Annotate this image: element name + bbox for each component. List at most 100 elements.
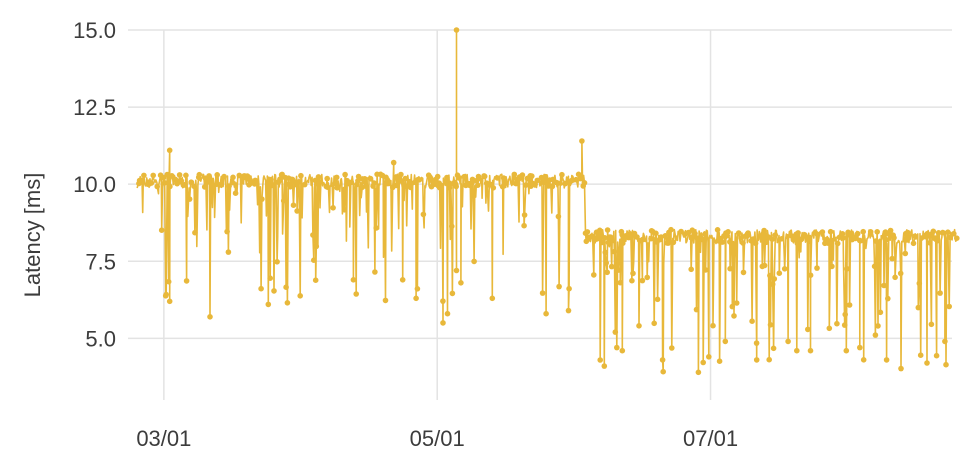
data-point [605, 239, 612, 246]
data-point [827, 228, 834, 235]
data-point [334, 185, 340, 191]
data-point [659, 357, 666, 363]
data-point [871, 263, 878, 270]
data-point [367, 175, 374, 182]
data-point [453, 267, 460, 274]
data-point [658, 234, 664, 240]
data-point [644, 274, 650, 281]
data-point [931, 235, 937, 241]
y-tick-label: 10.0 [73, 172, 116, 197]
data-point [555, 213, 562, 220]
data-point [230, 174, 236, 181]
data-point [330, 205, 336, 211]
data-point [945, 229, 951, 235]
data-point [363, 183, 369, 189]
data-point [776, 270, 783, 277]
data-point [183, 278, 190, 284]
data-point [166, 298, 173, 305]
data-point [844, 266, 850, 272]
data-point [341, 207, 348, 213]
data-point [935, 230, 942, 236]
data-point [541, 179, 547, 186]
data-point [778, 236, 785, 242]
data-point [332, 180, 339, 187]
data-point [444, 174, 450, 181]
data-point [794, 347, 800, 354]
data-point [771, 276, 778, 282]
data-point [440, 320, 446, 326]
data-point [954, 235, 960, 241]
data-point [398, 171, 404, 178]
data-point [602, 235, 608, 241]
data-point [294, 208, 300, 214]
data-point [693, 306, 700, 313]
x-tick-label: 07/01 [683, 426, 738, 451]
data-point [819, 229, 826, 235]
data-point [301, 181, 308, 188]
data-point [798, 236, 804, 243]
data-point [601, 363, 608, 369]
data-point [937, 290, 943, 296]
data-point [874, 229, 880, 235]
data-point [247, 177, 253, 183]
data-point [555, 180, 561, 186]
data-point [749, 318, 755, 325]
data-point [662, 233, 669, 239]
data-point [841, 322, 848, 328]
data-point [225, 249, 232, 255]
data-point [471, 258, 477, 265]
data-point [549, 183, 556, 190]
data-point [393, 182, 400, 189]
data-point [692, 230, 698, 237]
data-point [599, 239, 605, 246]
data-point [769, 281, 776, 288]
data-point [523, 182, 529, 188]
data-point [490, 185, 497, 191]
data-point [513, 180, 519, 187]
data-point [761, 227, 767, 234]
data-point [160, 174, 167, 181]
data-point [413, 295, 419, 302]
data-point [891, 235, 897, 241]
data-point [604, 269, 610, 276]
data-point [519, 172, 526, 178]
data-point [860, 357, 867, 363]
data-point [614, 344, 620, 351]
data-point [271, 288, 277, 294]
x-tick-label: 03/01 [136, 426, 191, 451]
data-point [500, 175, 507, 181]
data-point [274, 259, 280, 265]
data-point [165, 278, 172, 285]
data-point [313, 243, 320, 250]
data-point [283, 284, 289, 291]
data-point [584, 229, 591, 235]
data-point [856, 237, 863, 244]
data-point [612, 329, 619, 335]
data-point [719, 239, 726, 245]
data-point [181, 182, 188, 188]
data-point [795, 230, 801, 236]
data-point [887, 227, 894, 234]
data-point [767, 322, 774, 328]
data-point [521, 222, 527, 229]
data-point [804, 234, 811, 241]
data-point [653, 230, 659, 237]
data-point [904, 229, 911, 236]
y-tick-label: 5.0 [85, 326, 116, 351]
x-tick-label: 05/01 [410, 426, 465, 451]
data-point [716, 358, 723, 365]
data-point [947, 234, 953, 241]
data-point [458, 280, 464, 286]
data-point [446, 184, 453, 191]
data-point [770, 345, 777, 352]
data-point [221, 173, 227, 180]
data-point [499, 183, 506, 190]
data-point [489, 295, 496, 302]
data-point [660, 368, 666, 375]
data-point [917, 352, 924, 359]
data-point [636, 323, 642, 329]
data-point [834, 320, 840, 327]
data-point [324, 175, 331, 182]
data-point [434, 173, 441, 180]
data-point [342, 171, 348, 178]
